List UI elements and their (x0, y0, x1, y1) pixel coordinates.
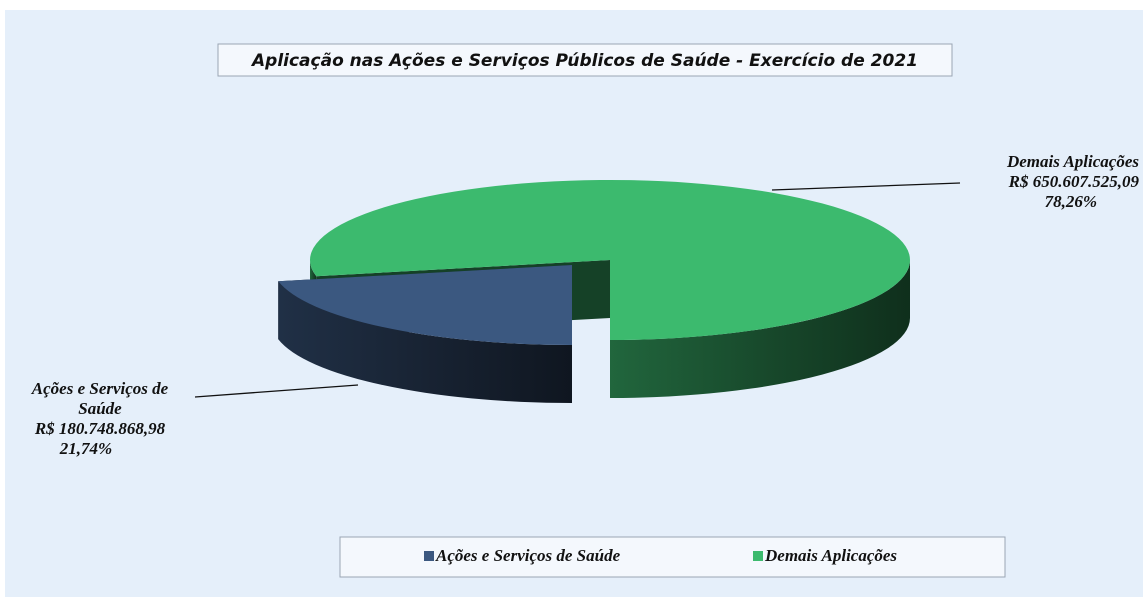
legend-label: Demais Aplicações (764, 546, 897, 565)
pie (278, 179, 910, 403)
leader-line (194, 384, 359, 398)
data-label-amount: R$ 650.607.525,09 (1008, 172, 1140, 191)
leader-line (771, 182, 961, 191)
slice-side (610, 260, 910, 398)
legend-label: Ações e Serviços de Saúde (435, 546, 621, 565)
slice (309, 179, 910, 340)
slice-side (278, 281, 572, 403)
chart-title: Aplicação nas Ações e Serviços Públicos … (250, 51, 918, 71)
data-label-percent: 78,26% (1045, 192, 1097, 211)
title-box (217, 43, 953, 77)
legend-swatch (753, 551, 763, 561)
slice (278, 265, 572, 345)
data-label-percent: 21,74% (59, 439, 112, 458)
data-label-category: Ações e Serviços de Saúde (31, 379, 169, 418)
legend-swatch (424, 551, 434, 561)
data-label-category: Demais Aplicações (1006, 152, 1139, 171)
legend-box (339, 536, 1006, 578)
data-label-amount: R$ 180.748.868,98 (34, 419, 166, 438)
